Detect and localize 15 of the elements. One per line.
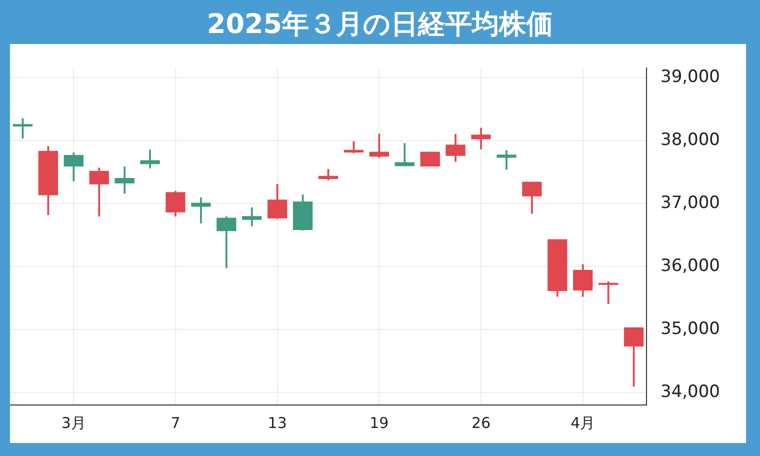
x-tick-label: 7 <box>170 414 180 432</box>
candlestick <box>394 143 414 166</box>
x-tick-label: 4月 <box>570 414 596 432</box>
chart-title: 2025年３月の日経平均株価 <box>206 8 554 42</box>
y-tick-label: 39,000 <box>660 67 720 88</box>
candlestick <box>598 281 618 304</box>
x-tick-label: 19 <box>370 414 389 432</box>
x-tick-label: 13 <box>268 414 287 432</box>
y-tick-label: 38,000 <box>660 130 720 150</box>
x-tick-label: 3月 <box>61 414 86 432</box>
y-tick-label: 36,000 <box>660 256 720 276</box>
y-tick-label: 35,000 <box>660 318 720 339</box>
y-tick-label: 37,000 <box>660 192 720 213</box>
y-tick-label: 34,000 <box>660 382 720 402</box>
x-tick-label: 26 <box>471 414 491 432</box>
